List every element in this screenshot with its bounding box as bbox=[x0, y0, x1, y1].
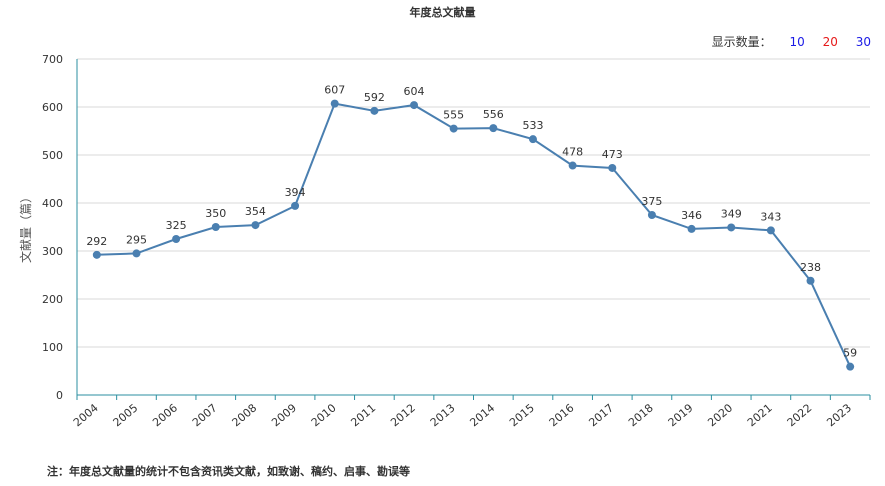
x-tick-label: 2019 bbox=[666, 401, 696, 429]
x-tick-label: 2005 bbox=[111, 401, 141, 429]
y-tick-labels: 0 100 200 300 400 500 600 700 bbox=[42, 53, 63, 402]
data-label: 394 bbox=[285, 186, 306, 199]
x-tick-label: 2011 bbox=[348, 401, 378, 429]
count-option-30[interactable]: 30 bbox=[855, 35, 871, 49]
data-label: 473 bbox=[602, 148, 623, 161]
grid-lines bbox=[77, 58, 870, 348]
data-point[interactable] bbox=[568, 161, 577, 170]
data-label: 349 bbox=[721, 207, 742, 220]
data-point[interactable] bbox=[251, 221, 260, 230]
data-point[interactable] bbox=[410, 101, 419, 110]
data-label: 350 bbox=[205, 207, 226, 220]
data-label: 59 bbox=[843, 347, 857, 360]
data-point[interactable] bbox=[846, 362, 855, 371]
data-label: 354 bbox=[245, 205, 266, 218]
x-tick-label: 2014 bbox=[467, 401, 497, 429]
x-tick-label: 2004 bbox=[71, 401, 101, 429]
data-label: 346 bbox=[681, 209, 702, 222]
data-point[interactable] bbox=[727, 223, 736, 232]
data-point[interactable] bbox=[92, 250, 101, 259]
y-tick-label: 200 bbox=[42, 293, 63, 306]
chart-title: 年度总文献量 bbox=[409, 6, 476, 19]
data-label: 533 bbox=[522, 119, 543, 132]
data-label: 325 bbox=[166, 219, 187, 232]
data-point[interactable] bbox=[687, 224, 696, 233]
data-label: 295 bbox=[126, 233, 147, 246]
x-tick-label: 2009 bbox=[269, 401, 299, 429]
y-tick-label: 300 bbox=[42, 245, 63, 258]
x-tick-label: 2013 bbox=[428, 401, 458, 429]
y-tick-label: 100 bbox=[42, 341, 63, 354]
data-point[interactable] bbox=[370, 106, 379, 115]
x-tick-label: 2006 bbox=[150, 401, 180, 429]
data-label: 292 bbox=[86, 235, 107, 248]
x-tick-label: 2016 bbox=[547, 401, 577, 429]
axes bbox=[76, 59, 871, 400]
data-point[interactable] bbox=[172, 235, 181, 243]
data-label: 555 bbox=[443, 109, 464, 122]
data-label: 604 bbox=[404, 85, 425, 98]
data-point[interactable] bbox=[211, 223, 220, 231]
data-point[interactable] bbox=[449, 124, 458, 133]
series-line bbox=[96, 102, 852, 368]
data-label: 556 bbox=[483, 108, 504, 121]
x-tick-label: 2022 bbox=[785, 401, 815, 429]
data-label: 592 bbox=[364, 91, 385, 104]
data-point[interactable] bbox=[330, 99, 339, 108]
count-option-20[interactable]: 20 bbox=[822, 35, 838, 49]
data-labels: 292 295 325 350 354 394 607 592 604 555 556 533 478 4… bbox=[86, 84, 857, 360]
y-tick-label: 700 bbox=[42, 53, 63, 66]
x-tick-label: 2021 bbox=[745, 401, 775, 429]
data-label: 607 bbox=[324, 84, 345, 97]
x-tick-label: 2015 bbox=[507, 401, 537, 429]
data-label: 238 bbox=[800, 261, 821, 274]
y-axis-label: 文献量（篇） bbox=[18, 191, 33, 263]
x-tick-label: 2018 bbox=[626, 401, 656, 429]
y-tick-label: 600 bbox=[42, 101, 63, 114]
y-tick-label: 0 bbox=[56, 389, 63, 402]
data-label: 375 bbox=[641, 195, 662, 208]
data-label: 343 bbox=[760, 210, 781, 223]
x-tick-label: 2010 bbox=[309, 401, 339, 429]
x-tick-label: 2020 bbox=[705, 401, 735, 429]
x-tick-label: 2017 bbox=[586, 401, 616, 429]
x-tick-label: 2012 bbox=[388, 401, 418, 429]
data-point[interactable] bbox=[766, 226, 775, 235]
data-point[interactable] bbox=[489, 124, 498, 133]
data-point[interactable] bbox=[528, 135, 537, 144]
data-point[interactable] bbox=[647, 211, 656, 219]
data-point[interactable] bbox=[806, 276, 815, 285]
y-tick-label: 500 bbox=[42, 149, 63, 162]
data-label: 478 bbox=[562, 146, 583, 159]
data-point[interactable] bbox=[132, 249, 141, 258]
data-points bbox=[92, 99, 855, 371]
footnote: 注：年度总文献量的统计不包含资讯类文献，如致谢、稿约、启事、勘误等 bbox=[47, 465, 410, 478]
data-point[interactable] bbox=[608, 163, 617, 172]
count-option-10[interactable]: 10 bbox=[789, 35, 805, 49]
x-tick-label: 2007 bbox=[190, 401, 220, 429]
count-selector: 显示数量： 10 20 30 bbox=[712, 33, 871, 50]
count-selector-label: 显示数量： bbox=[711, 35, 772, 49]
x-tick-label: 2008 bbox=[230, 401, 260, 429]
y-tick-label: 400 bbox=[42, 197, 63, 210]
x-tick-label: 2023 bbox=[824, 401, 854, 429]
data-point[interactable] bbox=[291, 201, 300, 210]
x-tick-labels: 2004 2005 2006 2007 2008 2009 2010 2011 2012 2013… bbox=[71, 401, 854, 429]
